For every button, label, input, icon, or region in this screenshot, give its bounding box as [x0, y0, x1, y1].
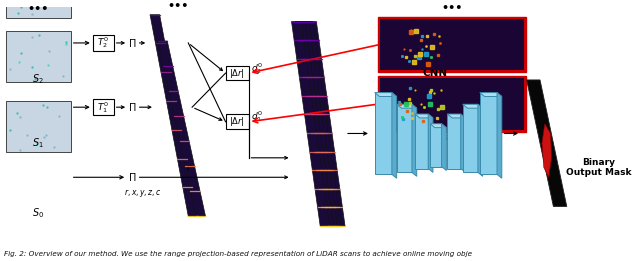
Text: •••: •••: [167, 1, 188, 11]
Polygon shape: [415, 114, 428, 169]
Polygon shape: [412, 104, 417, 176]
Polygon shape: [527, 80, 567, 206]
Text: $S_2$: $S_2$: [33, 72, 44, 86]
Text: $d_1^0$: $d_1^0$: [252, 109, 264, 124]
Ellipse shape: [29, 33, 47, 52]
Polygon shape: [430, 124, 442, 167]
Text: $d_2^0$: $d_2^0$: [252, 61, 264, 76]
Text: $r, x, y, z, c$: $r, x, y, z, c$: [124, 187, 163, 199]
Text: •••: •••: [442, 3, 463, 13]
Text: $T_1^0$: $T_1^0$: [97, 100, 109, 115]
Text: CNN: CNN: [422, 68, 447, 78]
Polygon shape: [428, 114, 433, 173]
Polygon shape: [397, 104, 412, 173]
Polygon shape: [291, 21, 330, 226]
Polygon shape: [463, 104, 483, 108]
Text: Binary
Output Mask: Binary Output Mask: [566, 158, 631, 177]
FancyBboxPatch shape: [380, 78, 524, 129]
Polygon shape: [447, 114, 465, 118]
Polygon shape: [150, 15, 198, 216]
Polygon shape: [447, 114, 461, 169]
Text: $S_0$: $S_0$: [32, 206, 44, 220]
Polygon shape: [415, 114, 433, 118]
Polygon shape: [307, 21, 345, 226]
Ellipse shape: [29, 168, 47, 187]
FancyBboxPatch shape: [378, 17, 525, 72]
Polygon shape: [542, 124, 552, 177]
Polygon shape: [463, 104, 478, 173]
Text: $|\Delta r|$: $|\Delta r|$: [229, 67, 245, 80]
Text: $\Pi$: $\Pi$: [128, 37, 136, 49]
Polygon shape: [392, 93, 397, 178]
Polygon shape: [480, 93, 497, 174]
Polygon shape: [374, 93, 392, 174]
Polygon shape: [478, 104, 483, 176]
FancyBboxPatch shape: [225, 66, 248, 80]
Text: $r$: $r$: [186, 162, 193, 173]
Text: $\Pi$: $\Pi$: [128, 171, 136, 183]
Polygon shape: [295, 21, 333, 226]
Polygon shape: [397, 104, 417, 108]
Text: $S_1$: $S_1$: [33, 137, 44, 150]
Text: $\Pi$: $\Pi$: [128, 101, 136, 113]
Ellipse shape: [29, 98, 47, 117]
FancyBboxPatch shape: [6, 0, 71, 18]
Text: Residual Images: Residual Images: [415, 133, 489, 143]
Polygon shape: [303, 21, 341, 226]
FancyBboxPatch shape: [6, 31, 71, 82]
FancyBboxPatch shape: [380, 19, 524, 70]
Text: $T_2^0$: $T_2^0$: [97, 35, 109, 50]
FancyBboxPatch shape: [378, 76, 525, 132]
Polygon shape: [157, 41, 205, 216]
FancyBboxPatch shape: [6, 101, 71, 152]
FancyBboxPatch shape: [93, 99, 114, 115]
FancyBboxPatch shape: [225, 115, 248, 129]
Polygon shape: [299, 21, 337, 226]
Polygon shape: [442, 124, 446, 170]
Polygon shape: [461, 114, 465, 173]
Polygon shape: [497, 93, 502, 178]
Polygon shape: [430, 124, 446, 128]
Polygon shape: [374, 93, 397, 97]
FancyBboxPatch shape: [93, 35, 114, 51]
Text: •••: •••: [28, 4, 49, 14]
Polygon shape: [480, 93, 502, 97]
Text: Fig. 2: Overview of our method. We use the range projection-based representation: Fig. 2: Overview of our method. We use t…: [4, 251, 472, 257]
Text: $|\Delta r|$: $|\Delta r|$: [229, 115, 245, 128]
